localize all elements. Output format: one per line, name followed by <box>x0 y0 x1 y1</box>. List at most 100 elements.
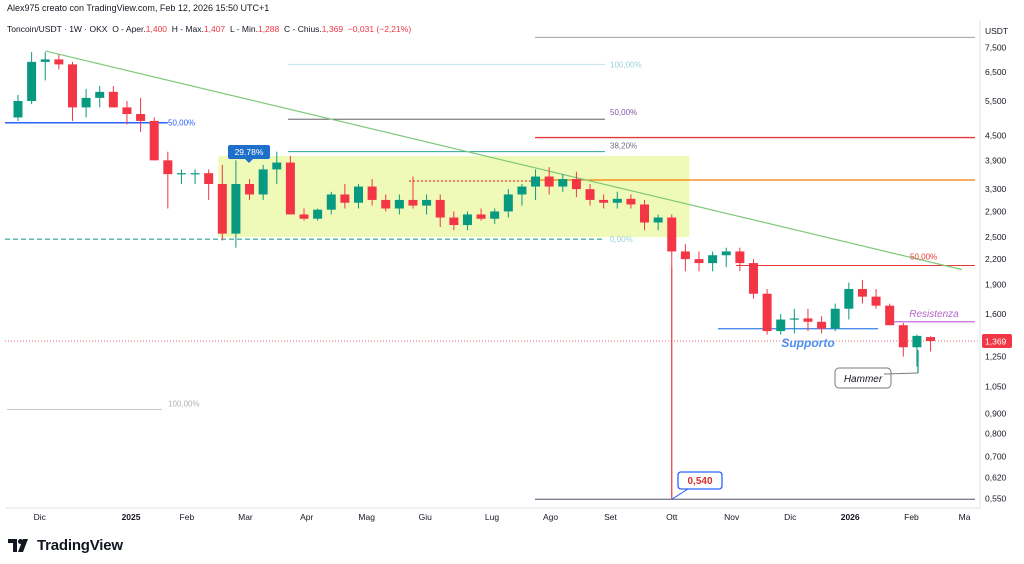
candle-body <box>422 199 432 206</box>
candle-body <box>435 199 445 218</box>
candle-body <box>708 255 718 264</box>
candle-body <box>340 194 350 203</box>
last-price-tag <box>982 333 1012 348</box>
candle-body <box>694 259 704 264</box>
open-value: 1,400 <box>145 24 168 34</box>
candle-body <box>136 114 146 121</box>
x-tick-label: 2026 <box>841 512 860 522</box>
x-tick-label: 2025 <box>122 512 141 522</box>
currency-label: USDT <box>985 26 1009 36</box>
candle-body <box>857 289 867 297</box>
x-tick-label: Ott <box>666 512 678 522</box>
tradingview-logo[interactable]: TradingView <box>8 535 123 555</box>
price-chart[interactable]: 7,500 6,500 5,500 4,500 3,900 3,300 2,900 2,500… <box>0 0 1024 530</box>
fib-label-382: 38,20% <box>610 142 637 151</box>
candle-body <box>217 183 227 234</box>
fib-label-100: 100,00% <box>610 60 642 69</box>
y-tick-label: 0,800 <box>985 429 1007 439</box>
candle-body <box>912 335 922 348</box>
candle-body <box>81 97 91 108</box>
x-tick-label: Feb <box>904 512 919 522</box>
candle-body <box>789 318 799 320</box>
candle-body <box>898 325 908 348</box>
low-label: L - Min. <box>229 24 258 34</box>
hammer-callout-box <box>834 367 892 389</box>
candle-body <box>204 173 214 184</box>
y-tick-label: 3,300 <box>985 184 1007 194</box>
candle-body <box>326 194 336 210</box>
change-value: −0,031 (−2,21%) <box>347 24 412 34</box>
range-label: 29.78% <box>235 147 264 157</box>
ohlc-legend: Toncoin/USDT · 1W · OKX O - Aper.1,400 H… <box>7 24 411 34</box>
fib-label-100-lower: 100,00% <box>168 400 200 409</box>
candle-body <box>680 251 690 260</box>
candle-body <box>40 59 50 62</box>
y-tick-label: 1,250 <box>985 352 1007 362</box>
candle-body <box>830 308 840 329</box>
candle-body <box>462 214 472 226</box>
x-tick-label: Dic <box>34 512 47 522</box>
candle-body <box>122 107 132 115</box>
symbol-label[interactable]: Toncoin/USDT · 1W · OKX <box>7 24 108 34</box>
x-tick-label: Dic <box>784 512 797 522</box>
candle-body <box>531 176 541 187</box>
candle-body <box>258 169 268 195</box>
candle-body <box>54 59 64 65</box>
fib-label-50: 50,00% <box>610 108 637 117</box>
candle-body <box>721 251 731 256</box>
y-tick-label: 1,900 <box>985 279 1007 289</box>
candle-body <box>748 263 758 294</box>
support-label: Supporto <box>781 336 834 350</box>
last-price-label: 1,369 <box>985 336 1007 346</box>
candle-body <box>408 199 418 206</box>
y-tick-label: 2,900 <box>985 206 1007 216</box>
fib-label-0: 0,00% <box>610 235 633 244</box>
y-tick-label: 3,900 <box>985 155 1007 165</box>
x-tick-label: Nov <box>724 512 740 522</box>
candle-body <box>367 186 377 200</box>
candle-body <box>599 199 609 203</box>
candle-body <box>871 296 881 306</box>
candle-body <box>640 204 650 223</box>
candle-body <box>67 64 77 108</box>
candle-body <box>476 214 486 219</box>
candle-body <box>163 160 173 175</box>
candle-body <box>108 91 118 108</box>
y-tick-label: 2,500 <box>985 232 1007 242</box>
low-callout-label: 0,540 <box>687 476 712 487</box>
y-tick-label: 5,500 <box>985 96 1007 106</box>
candle-body <box>394 199 404 209</box>
candle-body <box>544 176 554 187</box>
candle-body <box>803 318 813 322</box>
resistance-label: Resistenza <box>909 309 959 320</box>
candle-body <box>885 305 895 326</box>
hammer-label: Hammer <box>844 374 883 385</box>
y-tick-label: 2,200 <box>985 254 1007 264</box>
candle-body <box>503 194 513 212</box>
low-value: 1,288 <box>257 24 280 34</box>
candle-body <box>13 101 23 118</box>
x-tick-label: Mar <box>238 512 253 522</box>
low-callout-pointer <box>671 488 689 500</box>
x-tick-label: Ma <box>959 512 971 522</box>
candle-body <box>190 173 200 175</box>
candle-body <box>776 319 786 332</box>
candle-body <box>517 186 527 195</box>
y-tick-label: 7,500 <box>985 42 1007 52</box>
fib-label-50-left: 50,00% <box>168 119 195 128</box>
high-label: H - Max. <box>171 24 204 34</box>
descending-trendline <box>45 50 963 271</box>
x-tick-label: Set <box>604 512 617 522</box>
candle-body <box>735 251 745 264</box>
tradingview-logo-icon <box>8 538 28 552</box>
y-tick-label: 0,700 <box>985 452 1007 462</box>
open-label: O - Aper. <box>112 24 146 34</box>
x-tick-label: Mag <box>358 512 375 522</box>
candle-body <box>653 217 663 223</box>
candle-body <box>245 183 255 195</box>
range-label-box <box>228 144 270 159</box>
chart-author-line: Alex975 creato con TradingView.com, Feb … <box>7 3 270 13</box>
candle-body <box>381 199 391 209</box>
candle-body <box>285 162 295 215</box>
close-value: 1,369 <box>321 24 344 34</box>
